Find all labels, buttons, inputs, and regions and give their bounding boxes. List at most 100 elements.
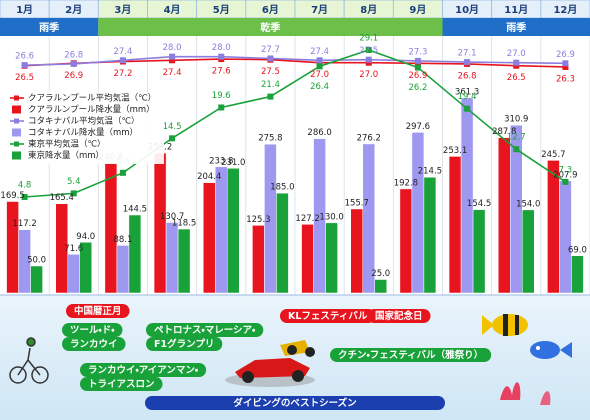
month-label: 3月: [114, 4, 131, 16]
legend-marker: [14, 95, 19, 101]
bar-value-label: 154.5: [467, 199, 491, 209]
temperature-label: 27.5: [359, 46, 378, 56]
temperature-label: 27.7: [261, 45, 280, 55]
temperature-marker: [218, 104, 225, 111]
temperature-label: 27.4: [310, 47, 329, 57]
rain-bar: [165, 222, 179, 294]
bar-value-label: 207.9: [553, 170, 577, 180]
event-label: ランカウイ・アイアンマン・: [88, 365, 198, 376]
temperature-label: 26.2: [408, 83, 427, 93]
bar-value-label: 204.4: [197, 172, 221, 182]
temperature-label: 14.5: [163, 122, 182, 132]
temperature-line: [24, 55, 566, 66]
temperature-marker: [562, 60, 569, 67]
temperature-marker: [70, 60, 77, 67]
legend: クアラルンプール平均気温（℃）クアラルンプール降水量（mm）コタキナバル平均気温…: [6, 92, 164, 164]
legend-marker: [14, 118, 19, 124]
bar-value-label: 297.6: [406, 122, 430, 132]
rain-bar: [472, 209, 486, 294]
temperature-marker: [21, 194, 28, 200]
rain-bar: [522, 209, 535, 294]
bar-value-label: 276.2: [357, 133, 381, 143]
temperature-marker: [365, 59, 372, 66]
bar-layer: [6, 97, 584, 294]
bar-value-label: 130.0: [319, 212, 343, 222]
temperature-marker: [169, 57, 176, 64]
event: 中国暦正月: [66, 304, 130, 318]
event-label: ランカウイ: [70, 339, 118, 350]
fish-icon: [482, 314, 572, 405]
bar-value-label: 214.5: [418, 167, 442, 177]
bar-value-label: 125.3: [246, 215, 270, 225]
temperature-label: 27.4: [113, 47, 132, 57]
rain-bar: [177, 228, 191, 294]
event: 国家記念日: [367, 309, 431, 323]
rain-bar: [399, 188, 413, 294]
temperature-marker: [218, 53, 225, 60]
event-pill: [146, 337, 223, 351]
rain-bar: [252, 225, 265, 294]
temperature-label: 12.7: [507, 133, 526, 143]
temperature-marker: [169, 53, 176, 60]
temperature-label: 26.4: [310, 82, 329, 92]
temperature-marker: [464, 59, 471, 66]
temperature-marker: [267, 55, 274, 62]
rain-bar: [448, 156, 462, 294]
temperature-label: 26.9: [64, 71, 83, 81]
temperature-label: 26.8: [458, 71, 477, 81]
rain-bar: [215, 166, 228, 294]
temperature-label: 4.8: [18, 181, 32, 191]
bar-value-label: 69.0: [568, 245, 587, 255]
rain-bar: [104, 162, 118, 294]
event-pill: [80, 363, 207, 377]
temperature-line: [24, 58, 566, 68]
rain-bar: [128, 214, 142, 294]
bar-value-label: 310.9: [504, 115, 528, 125]
event-pill: [66, 304, 130, 318]
month-label: 9月: [409, 4, 426, 16]
legend-marker: [14, 141, 19, 147]
line-layer: [21, 47, 569, 200]
rain-bar: [116, 245, 130, 294]
event-pill: [367, 309, 431, 323]
temperature-marker: [316, 57, 323, 64]
bar-value-label: 192.8: [394, 178, 418, 188]
bar-value-label: 361.3: [455, 88, 479, 98]
month-label: 7月: [311, 4, 328, 16]
rain-bar: [153, 152, 167, 294]
rain-bar: [313, 138, 326, 294]
event-pill: [80, 377, 163, 391]
legend-swatch: [12, 128, 21, 137]
temperature-label: 27.1: [458, 49, 477, 59]
rain-bar: [559, 180, 572, 294]
bar-value-label: 155.7: [345, 198, 369, 208]
rain-bar: [301, 224, 314, 294]
legend-swatch: [12, 105, 21, 114]
event-label: トライアスロン: [88, 379, 155, 390]
season-label: 雨季: [506, 21, 527, 34]
bar-value-label: 231.0: [221, 158, 245, 168]
event: ツール・ド・ランカウイ: [62, 323, 126, 351]
temperature-label: 5.4: [67, 177, 81, 187]
legend-label: コタキナバル平均気温（℃）: [28, 116, 140, 127]
bar-value-label: 71.6: [64, 244, 83, 254]
temperature-marker: [365, 47, 372, 53]
event-pill: [62, 337, 126, 351]
event-label: 国家記念日: [375, 310, 423, 322]
temperature-label: 28.0: [212, 43, 231, 53]
event-pill: [280, 309, 376, 323]
temperature-marker: [464, 105, 471, 112]
temperature-marker: [414, 57, 421, 64]
rain-bar: [325, 222, 338, 294]
temperature-marker: [119, 169, 126, 176]
legend-label: コタキナバル降水量（mm）: [28, 127, 138, 138]
bar-value-label: 245.7: [541, 150, 565, 160]
legend-label: 東京降水量（mm）: [28, 150, 104, 161]
temperature-label: 26.5: [15, 73, 34, 83]
event-pill: [145, 396, 445, 410]
bar-value-label: 50.0: [27, 256, 46, 266]
rain-bar: [411, 132, 425, 294]
rain-bar: [6, 201, 19, 294]
event-label: ダイビングのベストシーズン: [233, 397, 356, 409]
